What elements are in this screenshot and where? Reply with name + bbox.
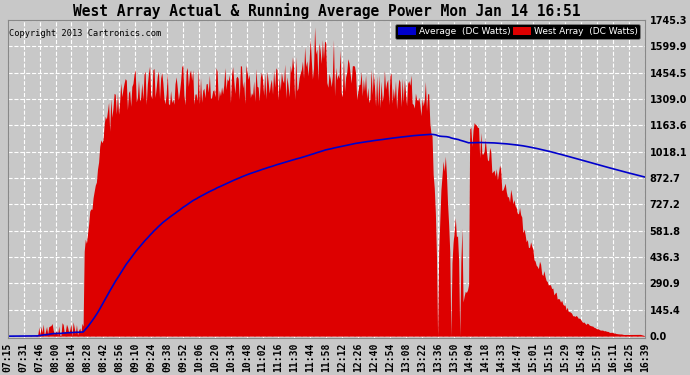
Text: Copyright 2013 Cartronics.com: Copyright 2013 Cartronics.com [9,30,161,39]
Title: West Array Actual & Running Average Power Mon Jan 14 16:51: West Array Actual & Running Average Powe… [72,3,580,19]
Legend: Average  (DC Watts), West Array  (DC Watts): Average (DC Watts), West Array (DC Watts… [395,24,640,39]
